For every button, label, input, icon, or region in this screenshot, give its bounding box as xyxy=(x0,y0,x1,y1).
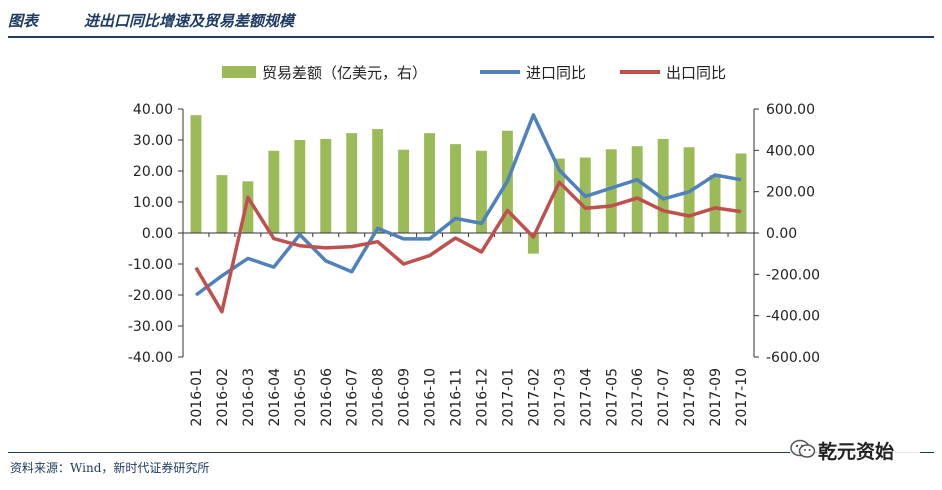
left-tick-label: 40.00 xyxy=(133,102,173,118)
legend-label: 贸易差额（亿美元，右） xyxy=(262,64,427,82)
left-tick-label: 10.00 xyxy=(133,195,173,211)
bar xyxy=(450,144,461,233)
left-tick-label: 30.00 xyxy=(133,133,173,149)
x-tick-label: 2017-01 xyxy=(500,368,516,427)
right-tick-label: -600.00 xyxy=(766,350,820,366)
right-axis: 600.00 400.00 200.00 0.00 -200.00 -400.00 -600… xyxy=(753,102,820,366)
x-tick-label: 2017-03 xyxy=(552,368,568,427)
bar xyxy=(735,153,747,233)
bar xyxy=(242,181,254,233)
x-tick-label: 2016-06 xyxy=(319,368,335,427)
left-axis: 40.00 30.00 20.00 10.00 0.00 -10.00 -20.00 -30.… xyxy=(128,102,184,366)
bar xyxy=(476,150,487,233)
right-tick-label: 200.00 xyxy=(766,185,815,201)
right-tick-label: 0.00 xyxy=(766,226,797,242)
source-note: 资料来源：Wind，新时代证券研究所 xyxy=(10,461,210,475)
x-tick-label: 2017-06 xyxy=(630,368,646,427)
x-tick-label: 2016-01 xyxy=(189,368,205,427)
x-tick-label: 2017-08 xyxy=(682,368,698,427)
x-tick-label: 2017-05 xyxy=(604,368,620,427)
x-tick-label: 2017-10 xyxy=(734,368,750,427)
right-tick-label: 400.00 xyxy=(766,143,815,159)
footer-divider xyxy=(8,452,934,453)
left-tick-label: 20.00 xyxy=(133,164,173,180)
bar xyxy=(346,133,358,233)
x-tick-label: 2016-03 xyxy=(241,368,257,427)
bar xyxy=(657,138,669,233)
x-tick-label: 2017-02 xyxy=(526,368,542,427)
x-tick-label: 2017-07 xyxy=(656,368,672,427)
bar xyxy=(631,146,643,233)
bar xyxy=(553,158,565,233)
bar xyxy=(605,149,617,233)
x-tick-label: 2016-12 xyxy=(474,368,490,427)
legend-label: 进口同比 xyxy=(526,64,586,82)
x-tick-label: 2016-07 xyxy=(345,368,361,427)
legend-swatch-bar xyxy=(222,66,256,78)
x-tick-label: 2017-09 xyxy=(708,368,724,427)
series-line xyxy=(194,180,742,314)
bar xyxy=(424,133,436,233)
bar xyxy=(398,149,410,233)
bar xyxy=(527,233,539,254)
x-axis: 2016-01 2016-02 2016-03 2016-04 2016-05 2016-… xyxy=(189,368,750,427)
series-line xyxy=(194,113,742,297)
left-tick-label: -40.00 xyxy=(128,350,173,366)
line-series xyxy=(194,113,742,314)
figure-title: 进出口同比增速及贸易差额规模 xyxy=(84,12,295,30)
right-tick-label: -200.00 xyxy=(766,267,820,283)
bar xyxy=(372,129,384,233)
chart-legend: 贸易差额（亿美元，右） 进口同比 出口同比 xyxy=(222,64,726,82)
page-header: 图表 进出口同比增速及贸易差额规模 xyxy=(8,6,934,38)
x-tick-label: 2017-04 xyxy=(578,368,594,427)
bar xyxy=(216,175,228,233)
legend-label: 出口同比 xyxy=(666,64,726,82)
figure-label: 图表 xyxy=(8,12,39,30)
right-tick-label: 600.00 xyxy=(766,102,815,118)
trade-chart: 贸易差额（亿美元，右） 进口同比 出口同比 40.00 30.00 20.00 10.00… xyxy=(128,64,820,427)
bar xyxy=(268,150,280,233)
watermark-text: 乾元资始 xyxy=(818,441,895,463)
bar xyxy=(709,175,721,233)
x-tick-label: 2016-11 xyxy=(449,368,465,427)
left-tick-label: -20.00 xyxy=(128,288,173,304)
bar xyxy=(190,115,202,233)
left-tick-label: 0.00 xyxy=(142,226,173,242)
bar xyxy=(320,138,332,233)
x-tick-label: 2016-08 xyxy=(371,368,387,427)
header-divider xyxy=(8,36,934,38)
watermark: 乾元资始 xyxy=(790,436,920,463)
right-tick-label: -400.00 xyxy=(766,309,820,325)
left-tick-label: -30.00 xyxy=(128,319,173,335)
x-tick-label: 2016-10 xyxy=(423,368,439,427)
x-tick-label: 2016-02 xyxy=(215,368,231,427)
x-tick-label: 2016-05 xyxy=(293,368,309,427)
left-tick-label: -10.00 xyxy=(128,257,173,273)
zero-baseline xyxy=(182,232,755,237)
x-tick-label: 2016-04 xyxy=(267,368,283,427)
x-tick-label: 2016-09 xyxy=(397,368,413,427)
wechat-icon xyxy=(790,439,816,458)
bar xyxy=(294,140,306,233)
